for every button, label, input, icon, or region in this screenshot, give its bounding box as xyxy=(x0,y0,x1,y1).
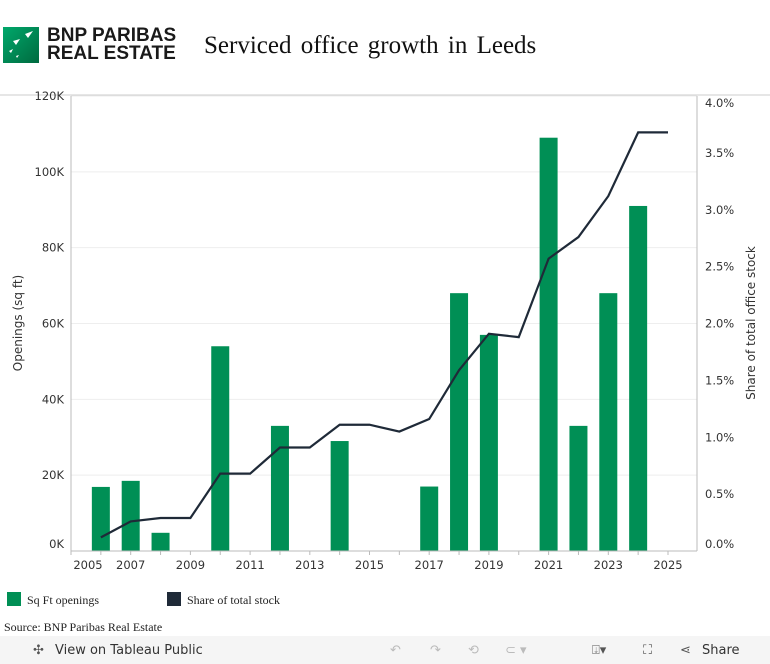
legend-item-bars[interactable]: Sq Ft openings xyxy=(7,591,100,608)
y2-axis-title: Share of total office stock xyxy=(744,246,758,400)
share-button[interactable]: Share xyxy=(702,643,740,658)
x-tick-label: 2015 xyxy=(355,558,384,572)
bar xyxy=(569,425,588,551)
y-tick-label: 40K xyxy=(42,392,65,406)
share-line xyxy=(100,131,668,539)
tableau-toolbar: ✣ View on Tableau Public ↶ ↷ ⟲ ⊂ ▾ ⍗▾ ⛶ … xyxy=(0,636,770,664)
chart: 0K 20K 40K 60K 80K 100K 120K 0.0% 0.5% 1.0% 1.5% 2.… xyxy=(0,89,770,572)
bar xyxy=(211,346,230,551)
y-tick-label: 80K xyxy=(42,241,65,255)
y-tick-label: 100K xyxy=(35,165,65,179)
x-tick-label: 2009 xyxy=(176,558,205,572)
revert-icon[interactable]: ⟲ xyxy=(468,643,479,658)
y2-tick-label: 3.5% xyxy=(705,146,734,160)
bar xyxy=(420,486,439,551)
x-tick-label: 2021 xyxy=(534,558,563,572)
bar xyxy=(479,334,498,551)
bar xyxy=(450,293,469,551)
fullscreen-icon[interactable]: ⛶ xyxy=(643,643,653,658)
redo-icon[interactable]: ↷ xyxy=(430,643,441,658)
x-tick-label: 2011 xyxy=(235,558,264,572)
bar xyxy=(539,137,558,552)
legend-item-line[interactable]: Share of total stock xyxy=(167,591,280,608)
x-tick-label: 2013 xyxy=(295,558,324,572)
y-axis-title: Openings (sq ft) xyxy=(11,275,25,371)
x-tick-label: 2023 xyxy=(594,558,623,572)
y2-tick-label: 2.5% xyxy=(705,260,734,274)
download-icon[interactable]: ⍗▾ xyxy=(592,643,607,658)
x-tick-label: 2007 xyxy=(116,558,145,572)
share-icon[interactable]: ⋖ xyxy=(680,643,691,658)
view-on-tableau-link[interactable]: View on Tableau Public xyxy=(55,643,203,658)
y2-tick-label: 4.0% xyxy=(705,96,734,110)
undo-icon[interactable]: ↶ xyxy=(390,643,401,658)
x-tick-label: 2025 xyxy=(653,558,682,572)
refresh-icon[interactable]: ⊂ ▾ xyxy=(505,643,527,658)
x-tick-label: 2005 xyxy=(73,558,102,572)
legend-label: Share of total stock xyxy=(187,593,280,607)
y2-tick-label: 1.5% xyxy=(705,373,734,387)
legend-swatch xyxy=(167,591,181,606)
y2-tick-label: 1.0% xyxy=(705,430,734,444)
y2-tick-label: 0.5% xyxy=(705,487,734,501)
y-tick-label: 120K xyxy=(35,89,65,103)
bar xyxy=(151,532,170,551)
y2-tick-label: 2.0% xyxy=(705,317,734,331)
bar xyxy=(121,480,140,551)
x-tick-label: 2017 xyxy=(415,558,444,572)
bar xyxy=(330,441,349,551)
source-note: Source: BNP Paribas Real Estate xyxy=(4,620,163,634)
legend-swatch xyxy=(7,591,21,606)
bar xyxy=(91,486,110,551)
bar xyxy=(270,425,289,551)
y-tick-label: 0K xyxy=(49,537,64,551)
legend-label: Sq Ft openings xyxy=(27,593,100,607)
header: BNP PARIBAS REAL ESTATE Serviced office g… xyxy=(0,0,770,95)
logo-text: BNP PARIBAS REAL ESTATE xyxy=(47,25,177,64)
page-title: Serviced office growth in Leeds xyxy=(204,32,537,59)
y2-tick-label: 3.0% xyxy=(705,203,734,217)
bar xyxy=(599,293,618,551)
x-tick-label: 2019 xyxy=(474,558,503,572)
bnp-logo-icon xyxy=(3,27,39,63)
y-tick-label: 20K xyxy=(42,468,65,482)
y2-tick-label: 0.0% xyxy=(705,537,734,551)
y-tick-label: 60K xyxy=(42,317,65,331)
bar xyxy=(629,205,648,552)
tableau-icon: ✣ xyxy=(33,643,44,658)
